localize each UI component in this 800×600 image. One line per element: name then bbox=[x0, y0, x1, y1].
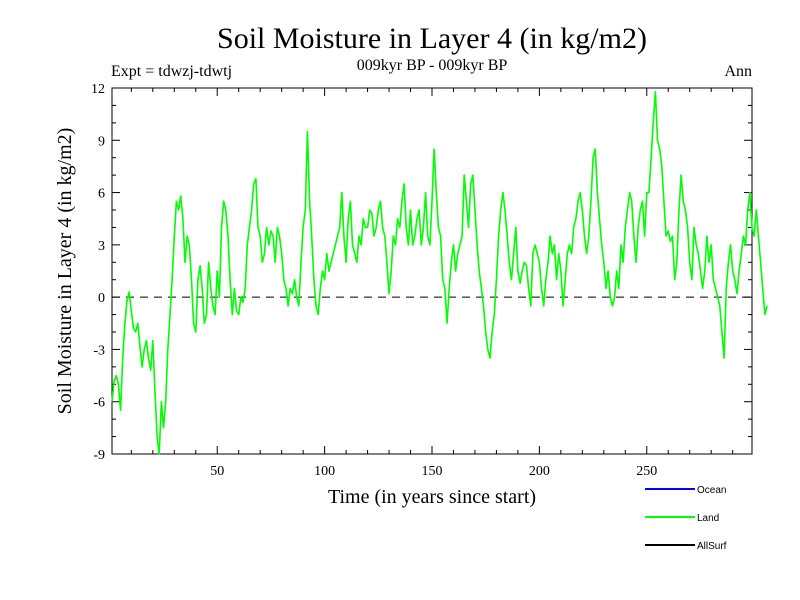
y-tick-label: -9 bbox=[93, 448, 105, 463]
x-axis-label: Time (in years since start) bbox=[328, 486, 536, 508]
chart-subtitle: 009kyr BP - 009kyr BP bbox=[357, 57, 508, 74]
x-tick-label: 150 bbox=[422, 464, 443, 479]
legend-label-land: Land bbox=[697, 513, 719, 524]
x-tick-label: 200 bbox=[529, 464, 550, 479]
y-tick-label: 0 bbox=[98, 291, 105, 306]
y-tick-label: -3 bbox=[93, 343, 105, 358]
x-tick-label: 50 bbox=[210, 464, 224, 479]
experiment-label: Expt = tdwzj-tdwtj bbox=[111, 63, 232, 80]
period-label: Ann bbox=[724, 63, 752, 80]
y-tick-label: 3 bbox=[98, 239, 105, 254]
y-tick-label: -6 bbox=[93, 396, 105, 411]
series-line-land bbox=[111, 90, 768, 455]
axis-ticks: -9 -6 -3 0 3 6 9 12 50 100 150 200 250 bbox=[91, 82, 752, 479]
y-tick-label: 6 bbox=[98, 187, 105, 202]
legend-label-ocean: Ocean bbox=[697, 485, 726, 496]
y-tick-label: 12 bbox=[91, 82, 105, 97]
x-tick-label: 250 bbox=[636, 464, 657, 479]
y-axis-label: Soil Moisture in Layer 4 (in kg/m2) bbox=[54, 128, 76, 415]
legend: Ocean Land AllSurf bbox=[645, 485, 727, 552]
chart-title: Soil Moisture in Layer 4 (in kg/m2) bbox=[217, 22, 647, 55]
y-tick-label: 9 bbox=[98, 134, 105, 149]
x-tick-label: 100 bbox=[314, 464, 335, 479]
legend-label-allsurf: AllSurf bbox=[697, 541, 727, 552]
